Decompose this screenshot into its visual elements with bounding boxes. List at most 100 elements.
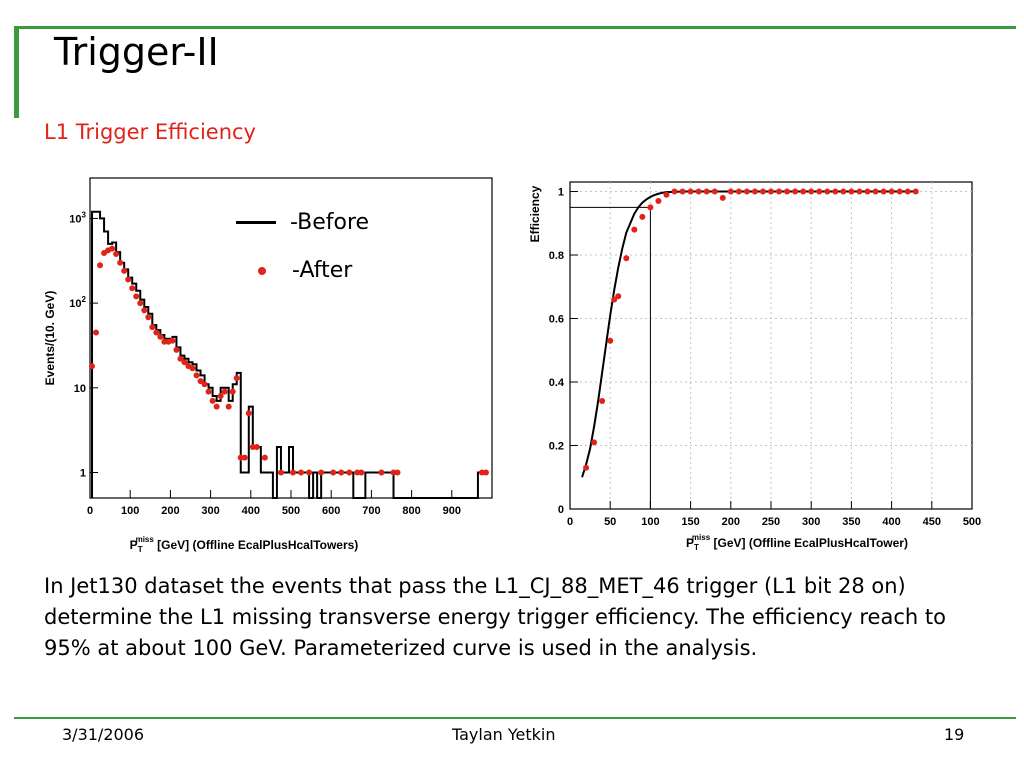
efficiency-data-point: [655, 198, 662, 205]
after-data-point: [330, 469, 337, 476]
x-tick-label: 300: [201, 505, 219, 517]
after-data-point: [346, 469, 353, 476]
efficiency-data-point: [615, 293, 622, 300]
x-tick-label: 250: [762, 516, 780, 528]
after-data-point: [205, 388, 212, 395]
legend-label-before: -Before: [290, 210, 370, 235]
efficiency-data-point: [872, 188, 879, 195]
after-data-point: [125, 276, 132, 283]
x-tick-label: 150: [681, 516, 699, 528]
efficiency-data-point: [768, 188, 774, 195]
plot-frame: [569, 181, 973, 510]
efficiency-data-point: [808, 188, 815, 195]
after-data-point: [221, 388, 228, 395]
reference-line: [570, 206, 651, 509]
after-data-point: [189, 365, 196, 372]
efficiency-data-point: [599, 398, 606, 405]
footer-date: 3/31/2006: [62, 725, 145, 744]
efficiency-data-point: [904, 188, 911, 195]
after-data-point: [245, 410, 252, 417]
after-data-point: [113, 251, 120, 258]
after-data-point: [169, 337, 176, 344]
y-axis-label: Efficiency: [528, 185, 542, 242]
footer-divider: [14, 717, 1016, 719]
x-tick-label: 200: [722, 516, 740, 528]
legend-item-before: -Before: [236, 210, 369, 235]
efficiency-data-point: [864, 188, 871, 195]
x-tick-label: 400: [882, 516, 900, 528]
after-data-point: [253, 444, 260, 451]
x-axis-label: PTmiss [GeV] (Offline EcalPlusHcalTowers…: [130, 535, 359, 554]
after-data-point: [378, 469, 385, 476]
accent-bar-vertical: [14, 26, 19, 118]
efficiency-data-point: [848, 188, 855, 195]
x-tick-label: 300: [802, 516, 820, 528]
x-tick-label: 900: [443, 505, 461, 517]
efficiency-data-point: [727, 188, 734, 195]
efficiency-data-point: [671, 188, 678, 195]
after-data-point: [209, 397, 216, 404]
efficiency-data-point: [631, 226, 638, 233]
efficiency-data-point: [623, 255, 630, 262]
efficiency-chart: Efficiency PTmiss [GeV] (Offline EcalPlu…: [528, 181, 981, 552]
efficiency-data-point: [824, 188, 831, 195]
efficiency-data-point: [703, 188, 710, 195]
efficiency-data-point: [687, 188, 694, 195]
efficiency-data-point: [856, 188, 863, 195]
after-data-point: [197, 378, 204, 385]
efficiency-data-point: [639, 213, 646, 220]
page-title: Trigger-II: [54, 30, 219, 74]
x-tick-label: 500: [963, 516, 981, 528]
after-data-point: [137, 300, 144, 307]
efficiency-data-point: [784, 188, 791, 195]
efficiency-data-point: [743, 188, 750, 195]
x-tick-label: 350: [842, 516, 860, 528]
y-tick-label: 0.2: [549, 441, 564, 453]
subtitle: L1 Trigger Efficiency: [44, 120, 256, 144]
after-data-point: [233, 375, 240, 382]
y-axis-label: Events/(10. GeV): [43, 291, 57, 386]
x-tick-label: 500: [282, 505, 300, 517]
efficiency-data-point: [735, 188, 742, 195]
after-data-point: [261, 454, 268, 461]
after-data-point: [201, 381, 208, 388]
efficiency-data-point: [792, 188, 799, 195]
efficiency-data-point: [896, 188, 903, 195]
efficiency-data-point: [759, 188, 766, 195]
after-data-point: [181, 359, 188, 366]
plot-frame: [89, 177, 493, 499]
y-tick-label: 103: [69, 210, 86, 225]
y-tick-label: 1: [558, 187, 564, 199]
accent-bar-horizontal: [14, 26, 1016, 29]
y-tick-label: 0.8: [549, 250, 564, 262]
y-tick-label-zero: 0: [558, 504, 564, 516]
efficiency-data-point: [583, 464, 590, 471]
efficiency-data-point: [663, 191, 670, 198]
after-data-point: [338, 469, 345, 476]
after-data-point: [145, 314, 152, 321]
legend-item-after: -After: [236, 258, 352, 283]
after-data-point: [358, 469, 365, 476]
after-data-point: [225, 403, 232, 410]
after-data-point: [306, 469, 313, 476]
efficiency-data-point: [912, 188, 919, 195]
after-data-point: [290, 469, 297, 476]
after-data-point: [394, 469, 401, 476]
x-tick-label: 800: [402, 505, 420, 517]
after-data-point: [133, 293, 140, 300]
efficiency-data-point: [800, 188, 807, 195]
efficiency-data-point: [719, 194, 726, 201]
y-tick-label: 0.4: [549, 377, 565, 389]
after-data-point: [129, 285, 136, 292]
efficiency-data-point: [607, 337, 614, 344]
after-data-point: [149, 324, 156, 331]
description-text: In Jet130 dataset the events that pass t…: [44, 574, 946, 660]
after-data-point: [173, 346, 180, 353]
efficiency-data-point: [776, 188, 783, 195]
efficiency-data-point: [695, 188, 702, 195]
efficiency-data-point: [816, 188, 823, 195]
efficiency-data-point: [679, 188, 686, 195]
x-tick-label: 700: [362, 505, 380, 517]
y-tick-label: 102: [69, 295, 86, 310]
efficiency-data-point: [611, 296, 618, 303]
